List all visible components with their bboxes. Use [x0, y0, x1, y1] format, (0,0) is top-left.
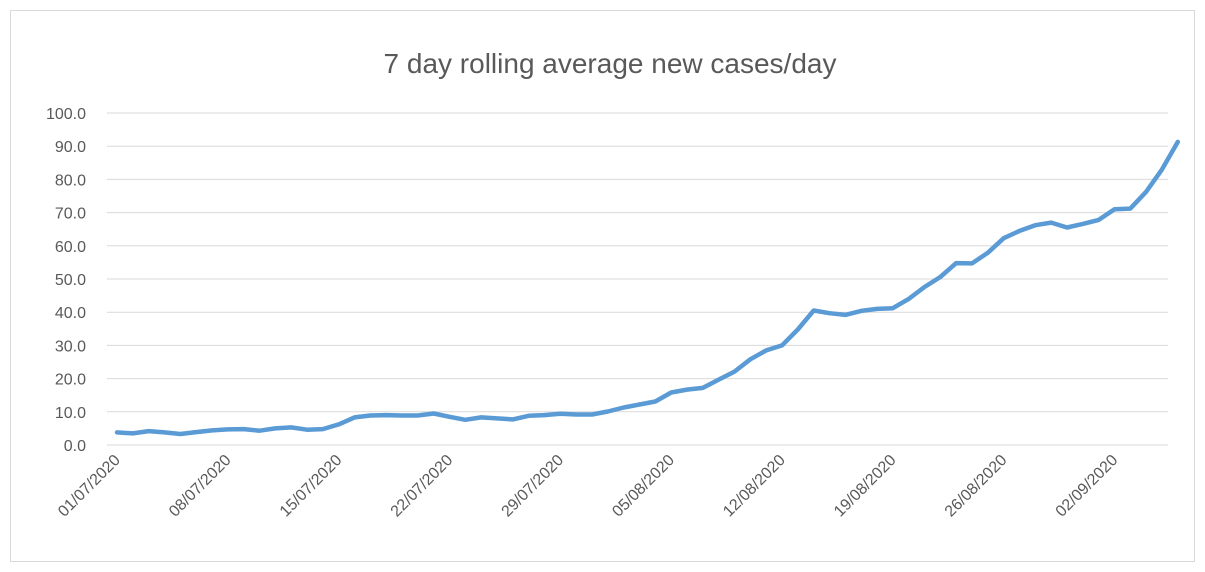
y-tick-label: 90.0	[55, 139, 86, 156]
y-tick-label: 60.0	[55, 239, 86, 256]
y-tick-label: 10.0	[55, 405, 86, 422]
chart-border	[10, 10, 1195, 562]
y-tick-label: 20.0	[55, 372, 86, 389]
y-tick-label: 0.0	[64, 438, 86, 455]
y-tick-label: 70.0	[55, 206, 86, 223]
y-tick-label: 40.0	[55, 305, 86, 322]
data-line	[114, 139, 1181, 437]
y-tick-label: 80.0	[55, 172, 86, 189]
y-tick-label: 50.0	[55, 272, 86, 289]
chart-title: 7 day rolling average new cases/day	[384, 48, 837, 79]
y-tick-label: 100.0	[46, 106, 86, 123]
y-tick-label: 30.0	[55, 338, 86, 355]
